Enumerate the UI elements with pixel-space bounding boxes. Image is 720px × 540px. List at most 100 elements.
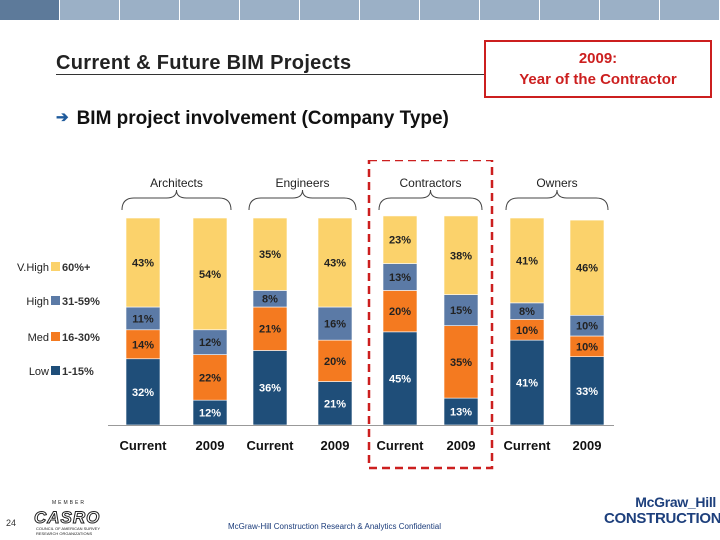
bar-value-label: 20% [389,306,411,318]
legend-swatch [51,332,60,341]
bar-value-label: 21% [324,398,346,410]
legend-range-label: 60%+ [62,262,90,274]
category-tick-label: 2009 [321,438,350,453]
bar-value-label: 13% [450,407,472,419]
bar-value-label: 8% [519,306,535,318]
bar-value-label: 41% [516,378,538,390]
callout-line2: Year of the Contractor [519,71,677,88]
legend-range-label: 16-30% [62,332,100,344]
title-underline [56,74,486,75]
group-label: Owners [536,176,577,190]
bar-segment [317,381,353,426]
group-label: Contractors [399,176,461,190]
casro-member-text: MEMBER [52,500,86,506]
bar-value-label: 23% [389,235,411,247]
bar-value-label: 45% [389,373,411,385]
slide-title: Current & Future BIM Projects [56,52,352,74]
bar-segment [569,356,605,426]
callout-box: 2009: Year of the Contractor [484,40,712,98]
category-tick-label: Current [504,438,552,453]
bar-value-label: 43% [324,258,346,270]
bar-segment [443,325,479,399]
bar-value-label: 54% [199,269,221,281]
subtitle-text: BIM project involvement (Company Type) [76,108,449,129]
bar-value-label: 35% [450,357,472,369]
bar-value-label: 16% [324,319,346,331]
bar-value-label: 20% [324,356,346,368]
bar-value-label: 11% [132,313,154,325]
bar-segment [192,217,228,331]
group-label: Engineers [275,176,329,190]
legend-range-label: 1-15% [62,366,94,378]
bar-value-label: 12% [199,408,221,420]
category-tick-label: Current [377,438,425,453]
slide-subtitle: ➔ BIM project involvement (Company Type) [56,108,449,130]
group-label: Architects [150,176,203,190]
category-tick-label: 2009 [447,438,476,453]
arrow-bullet-icon: ➔ [56,109,69,126]
category-tick-label: Current [247,438,295,453]
stacked-bar-chart: Architects Engineers Contractors Owners 32%… [17,160,614,470]
category-tick-label: 2009 [196,438,225,453]
casro-logo: MEMBER CASRO COUNCIL OF AMERICAN SURVEY … [30,500,120,536]
bar-value-label: 22% [199,372,221,384]
bar-value-label: 10% [576,321,598,333]
legend-level-label: V.High [17,262,49,274]
brand-line1: McGraw_Hill [635,494,716,510]
bar-value-label: 13% [389,272,411,284]
legend-swatch [51,296,60,305]
bar-segment [192,329,228,355]
bar-value-label: 35% [259,249,281,261]
bar-segment [382,215,418,264]
group-brace [378,189,483,211]
bar-value-label: 15% [450,305,472,317]
bar-segment [569,219,605,316]
decorative-header-bar [0,0,720,20]
casro-sub-text: COUNCIL OF AMERICAN SURVEY RESEARCH ORGA… [36,526,100,536]
bar-segment [509,217,545,304]
legend-swatch [51,262,60,271]
bar-segment [317,217,353,308]
bar-segment [382,263,418,291]
bar-value-label: 33% [576,386,598,398]
category-tick-label: 2009 [573,438,602,453]
legend-level-label: Med [28,332,49,344]
bar-segment [192,399,228,426]
legend-swatch [51,366,60,375]
legend-range-label: 31-59% [62,296,100,308]
bar-segment [443,294,479,326]
bar-value-label: 14% [132,339,154,351]
bar-value-label: 21% [259,324,281,336]
bar-value-label: 41% [516,255,538,267]
bar-segment [317,339,353,382]
legend-level-label: Low [29,366,49,378]
bar-value-label: 43% [132,258,154,270]
legend-level-label: High [26,296,49,308]
bar-segment [443,397,479,426]
brand-line2: CONSTRUCTION [604,510,720,527]
group-brace [505,189,609,211]
bar-value-label: 46% [576,263,598,275]
bar-segment [443,215,479,295]
casro-name-text: CASRO [33,508,101,528]
bar-value-label: 38% [450,250,472,262]
bar-segment [192,354,228,401]
mcgraw-hill-logo: McGraw_Hill CONSTRUCTION [604,494,720,527]
bar-value-label: 32% [132,387,154,399]
bar-value-label: 10% [576,341,598,353]
bar-segment [125,217,161,308]
bar-value-label: 10% [516,325,538,337]
highlight-dashed-box [367,160,494,470]
callout-line1: 2009: [578,50,618,67]
confidential-notice: McGraw-Hill Construction Research & Anal… [228,522,441,531]
group-brace [121,189,232,211]
bar-segment [252,217,288,291]
bar-segment [125,329,161,360]
bar-segment [252,306,288,351]
bar-value-label: 12% [199,337,221,349]
bar-value-label: 8% [262,294,278,306]
bar-segment [317,306,353,341]
group-brace [248,189,357,211]
bar-value-label: 36% [259,383,281,395]
page-number: 24 [6,518,17,528]
